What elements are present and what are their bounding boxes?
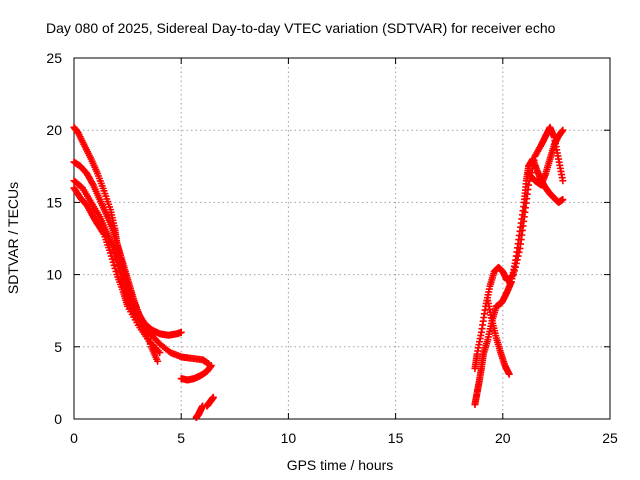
y-tick-label: 20 (46, 122, 62, 138)
data-point (505, 370, 513, 378)
data-point (512, 259, 520, 267)
data-point (559, 126, 567, 134)
y-tick-label: 0 (54, 411, 62, 427)
data-point (513, 256, 521, 264)
data-point (511, 263, 519, 271)
y-tick-label: 5 (54, 339, 62, 355)
x-tick-label: 20 (495, 430, 511, 446)
data-point (529, 160, 537, 168)
series-track-h (471, 155, 567, 409)
data-point (530, 156, 538, 164)
series-track-c (70, 177, 213, 368)
x-tick-label: 25 (602, 430, 618, 446)
y-tick-label: 10 (46, 267, 62, 283)
data-point (514, 252, 522, 260)
series-track-k (525, 126, 567, 189)
x-tick-label: 0 (70, 430, 78, 446)
series-track-d (70, 184, 164, 357)
data-points (70, 123, 567, 422)
series-track-e (177, 362, 215, 384)
series-track-f (192, 402, 207, 422)
grid-lines (74, 58, 610, 419)
x-tick-label: 5 (177, 430, 185, 446)
data-point (177, 328, 185, 336)
x-tick-label: 15 (388, 430, 404, 446)
data-point (156, 349, 164, 357)
x-axis-label: GPS time / hours (287, 457, 394, 473)
tick-labels: 0 5 10 15 20 25 0 5 10 15 20 25 (46, 50, 618, 446)
data-point (99, 229, 107, 237)
x-tick-label: 10 (281, 430, 297, 446)
data-point (510, 271, 518, 279)
series-track-j (484, 297, 513, 378)
data-point (515, 248, 523, 256)
y-axis-label: SDTVAR / TECUs (5, 182, 21, 294)
data-point (559, 177, 567, 185)
y-tick-label: 15 (46, 194, 62, 210)
data-point (525, 181, 533, 189)
chart-title: Day 080 of 2025, Sidereal Day-to-day VTE… (46, 20, 556, 36)
data-point (559, 196, 567, 204)
axis-ticks (73, 57, 611, 420)
data-point (528, 165, 536, 173)
data-point (207, 362, 215, 370)
data-point (509, 271, 517, 279)
y-tick-label: 25 (46, 50, 62, 66)
plot-frame (73, 57, 611, 420)
data-point (154, 357, 162, 365)
data-point (209, 393, 217, 401)
data-point (510, 267, 518, 275)
series-track-g (203, 393, 217, 410)
